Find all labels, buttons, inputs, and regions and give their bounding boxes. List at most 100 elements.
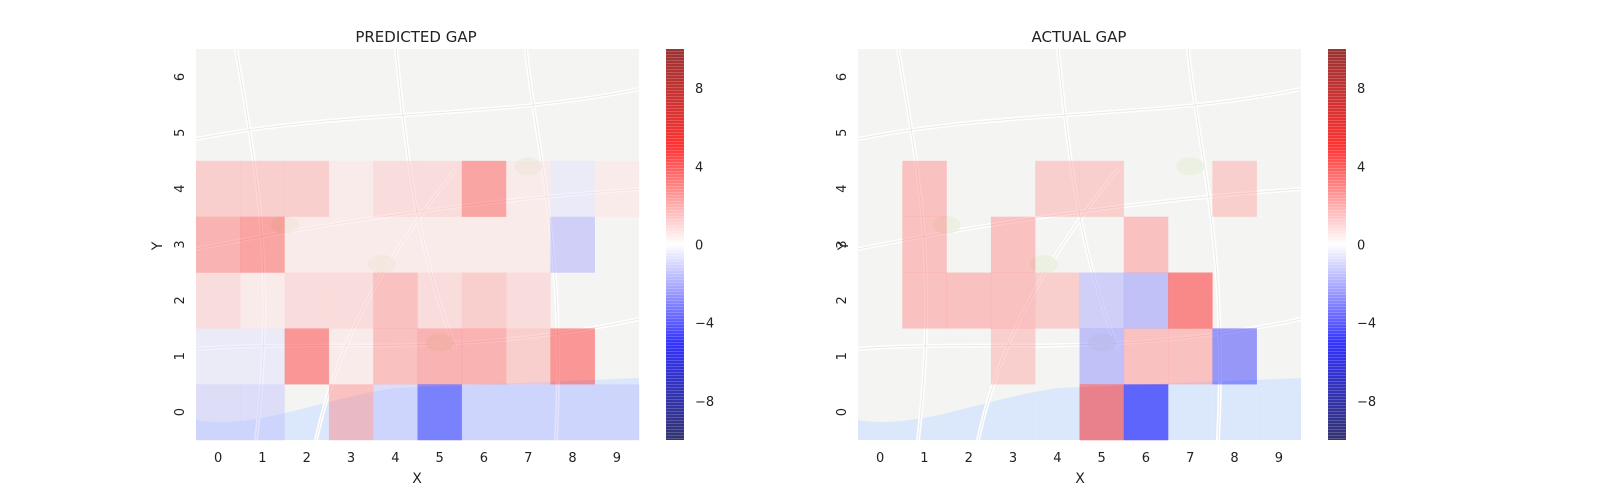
heatmap-cell <box>196 272 241 329</box>
heatmap-cell <box>550 104 595 162</box>
y-tick-label: 1 <box>173 352 188 360</box>
heatmap-cell <box>858 104 903 162</box>
heatmap-cell <box>1168 49 1213 106</box>
heatmap-cell <box>902 216 947 273</box>
heatmap-cell <box>417 384 463 441</box>
colorbar-tick-label: −4 <box>1357 317 1376 332</box>
heatmap-cell <box>1035 49 1080 106</box>
x-tick-label: 6 <box>1142 451 1150 466</box>
heatmap-cell <box>506 272 551 329</box>
y-tick-label: 4 <box>173 185 188 193</box>
heatmap-cell <box>1123 104 1169 162</box>
heatmap-cell <box>594 160 640 217</box>
colorbar-texture <box>666 49 684 440</box>
heatmap-cell <box>196 216 241 273</box>
map-park <box>1176 157 1205 176</box>
heatmap-cell <box>284 384 330 441</box>
heatmap-cell <box>1168 328 1213 385</box>
heatmap-cell <box>328 272 374 329</box>
heatmap-cell <box>946 49 992 106</box>
x-axis-label: X <box>1075 471 1085 487</box>
heatmap-cell <box>284 216 330 273</box>
heatmap-cell <box>858 384 903 441</box>
heatmap-cell <box>373 328 418 385</box>
heatmap-cell <box>284 328 330 385</box>
x-tick-label: 2 <box>303 451 311 466</box>
heatmap-cell <box>284 49 330 106</box>
heatmap-cell <box>196 104 241 162</box>
y-tick-label: 2 <box>835 296 850 304</box>
heatmap-cell <box>990 160 1036 217</box>
heatmap-cell <box>1168 384 1213 441</box>
y-tick-label: 4 <box>835 185 850 193</box>
heatmap-cell <box>990 328 1036 385</box>
x-tick-label: 0 <box>214 451 222 466</box>
colorbar-tick-label: 4 <box>1357 160 1365 175</box>
heatmap-cell <box>550 160 595 217</box>
heatmap-cell <box>594 272 640 329</box>
x-tick-label: 3 <box>1009 451 1017 466</box>
chart-title: PREDICTED GAP <box>355 28 476 46</box>
heatmap-cell <box>1212 104 1257 162</box>
y-tick-label: 5 <box>835 129 850 137</box>
y-tick-labels: 0 1 2 3 4 5 6 <box>835 73 850 416</box>
actual-gap-panel: ACTUAL GAP 0 1 2 3 4 5 6 7 8 9 0 1 2 3 4 5 6 X Y −8 −4 0 4… <box>835 28 1376 487</box>
heatmap-cell <box>1212 49 1257 106</box>
heatmap-cell <box>1079 160 1125 217</box>
heatmap-cell <box>946 216 992 273</box>
x-tick-label: 1 <box>258 451 266 466</box>
chart-title: ACTUAL GAP <box>1032 28 1127 46</box>
x-tick-label: 5 <box>436 451 444 466</box>
x-tick-labels: 0 1 2 3 4 5 6 7 8 9 <box>214 451 621 466</box>
colorbar-tick-label: 0 <box>695 239 703 254</box>
heatmap-cell <box>1256 49 1302 106</box>
heatmap-cell <box>858 328 903 385</box>
heatmap-cell <box>1212 216 1257 273</box>
heatmap-cell <box>594 104 640 162</box>
heatmap-cell <box>858 216 903 273</box>
colorbar-tick-label: −4 <box>695 317 714 332</box>
heatmap-cell <box>946 328 992 385</box>
x-tick-label: 7 <box>1186 451 1194 466</box>
heatmap-cells <box>858 49 1302 441</box>
heatmap-cell <box>373 216 418 273</box>
heatmap-cell <box>417 328 463 385</box>
x-tick-label: 6 <box>480 451 488 466</box>
heatmap-cell <box>1079 384 1125 441</box>
heatmap-cell <box>240 104 285 162</box>
heatmap-cell <box>506 216 551 273</box>
y-tick-label: 6 <box>173 73 188 81</box>
heatmap-cell <box>1212 272 1257 329</box>
colorbar: −8 −4 0 4 8 <box>1328 49 1376 440</box>
colorbar-tick-label: −8 <box>1357 395 1376 410</box>
heatmap-cell <box>1256 272 1302 329</box>
y-axis-label: Y <box>150 241 166 251</box>
heatmap-cell <box>902 160 947 217</box>
heatmap-cell <box>1035 216 1080 273</box>
heatmap-cell <box>1168 272 1213 329</box>
heatmap-cell <box>1256 384 1302 441</box>
x-tick-label: 3 <box>347 451 355 466</box>
heatmap-cell <box>1035 384 1080 441</box>
x-tick-label: 9 <box>613 451 621 466</box>
colorbar: −8 −4 0 4 8 <box>666 49 714 440</box>
heatmap-cell <box>550 384 595 441</box>
map-road-edge <box>857 88 1302 140</box>
x-tick-label: 2 <box>965 451 973 466</box>
heatmap-cell <box>1212 328 1257 385</box>
heatmap-cell <box>902 384 947 441</box>
heatmap-cell <box>1035 104 1080 162</box>
heatmap-cell <box>506 328 551 385</box>
x-tick-label: 5 <box>1098 451 1106 466</box>
heatmap-cell <box>1168 216 1213 273</box>
y-tick-label: 3 <box>835 240 850 248</box>
heatmap-cell <box>196 49 241 106</box>
heatmap-cell <box>990 272 1036 329</box>
heatmap-cell <box>1035 328 1080 385</box>
heatmap-cell <box>1256 104 1302 162</box>
x-tick-label: 4 <box>1053 451 1061 466</box>
heatmap-cell <box>240 384 285 441</box>
heatmap-cell <box>506 49 551 106</box>
heatmap-cell <box>284 104 330 162</box>
x-tick-label: 8 <box>1230 451 1238 466</box>
